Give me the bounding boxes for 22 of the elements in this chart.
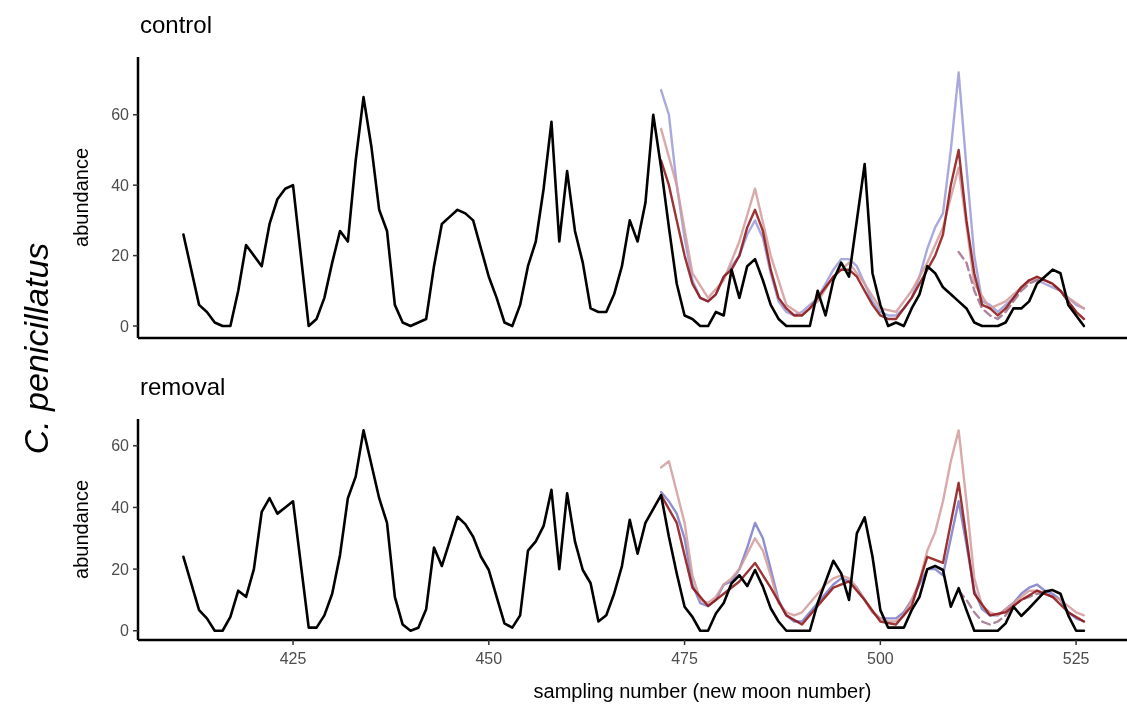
x-tick-label: 425 xyxy=(279,650,307,667)
chart-title: control xyxy=(140,11,213,38)
x-tick-label: 450 xyxy=(475,650,503,667)
line-series xyxy=(659,429,1086,623)
x-tick-label: 475 xyxy=(671,650,699,667)
y-tick-label: 60 xyxy=(111,437,130,455)
y-tick-label: 20 xyxy=(111,560,130,578)
y-axis-title: abundance xyxy=(70,148,92,247)
line-series xyxy=(182,95,1086,328)
y-axis-title: abundance xyxy=(70,480,92,579)
y-tick-label: 40 xyxy=(111,176,130,194)
y-tick-label: 0 xyxy=(120,622,130,640)
x-axis-title: sampling number (new moon number) xyxy=(533,680,872,702)
x-tick-label: 525 xyxy=(1062,650,1090,667)
y-tick-label: 60 xyxy=(111,106,130,124)
y-tick-label: 20 xyxy=(111,247,130,265)
chart-title: removal xyxy=(140,373,226,400)
y-tick-label: 40 xyxy=(111,499,130,517)
line-series xyxy=(182,429,1086,633)
x-tick-label: 500 xyxy=(866,650,894,667)
y-tick-label: 0 xyxy=(120,317,130,335)
text: C. penicillatus xyxy=(17,242,55,455)
